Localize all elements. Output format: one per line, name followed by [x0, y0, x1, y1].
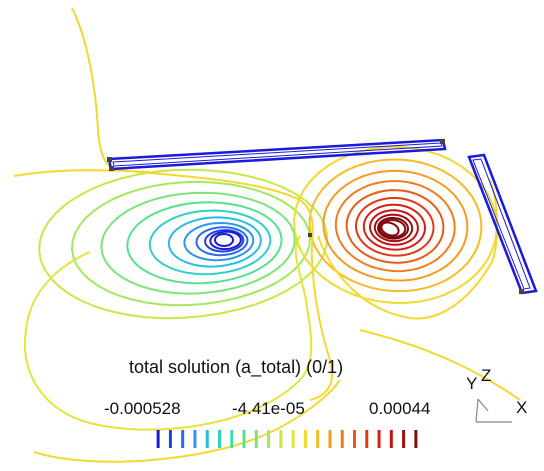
- colorbar-tick-label: 0.00044: [369, 399, 431, 418]
- contour-line: [183, 221, 255, 262]
- contour-line: [126, 201, 283, 285]
- axis-label-y: Y: [466, 374, 478, 393]
- contour-line: [38, 168, 329, 320]
- center-node-marker: [308, 233, 312, 237]
- contour-line: [209, 230, 242, 251]
- contour-line: [308, 158, 483, 293]
- colorbar: [156, 430, 418, 448]
- colorbar-tick-label: -0.000528: [104, 399, 181, 418]
- zero-contour: [359, 329, 521, 401]
- contour-line: [317, 179, 499, 320]
- contour-line: [373, 213, 414, 243]
- minimum-marker: [213, 232, 235, 248]
- contour-line: [334, 180, 456, 273]
- contour-line: [24, 235, 313, 431]
- zero-contour: [13, 169, 151, 177]
- conductor-bar-right: [467, 153, 538, 295]
- contour-line: [377, 217, 410, 240]
- contour-line: [354, 197, 435, 257]
- contour-line: [293, 146, 498, 304]
- contour-line: [204, 229, 245, 253]
- axis-label-z: Z: [481, 366, 492, 385]
- contour-line: [345, 189, 445, 264]
- contour-line: [167, 216, 262, 268]
- conductor-bar-top: [107, 138, 447, 171]
- zero-contour: [71, 7, 334, 401]
- axes-triad: [475, 398, 512, 423]
- contour-line: [195, 226, 249, 257]
- contour-line: [322, 169, 469, 282]
- contour-line: [100, 191, 296, 295]
- colorbar-tick-label: -4.41e-05: [232, 399, 305, 418]
- axis-label-x: X: [516, 398, 528, 417]
- maximum-marker: [380, 221, 400, 237]
- contour-lines: [13, 7, 521, 463]
- contour-line: [368, 209, 419, 246]
- contour-line: [378, 219, 407, 239]
- contour-line: [148, 209, 272, 276]
- zero-contour: [33, 379, 341, 463]
- contour-line: [70, 180, 312, 307]
- contour-line: [362, 203, 427, 251]
- chart-title: total solution (a_total) (0/1): [129, 357, 344, 377]
